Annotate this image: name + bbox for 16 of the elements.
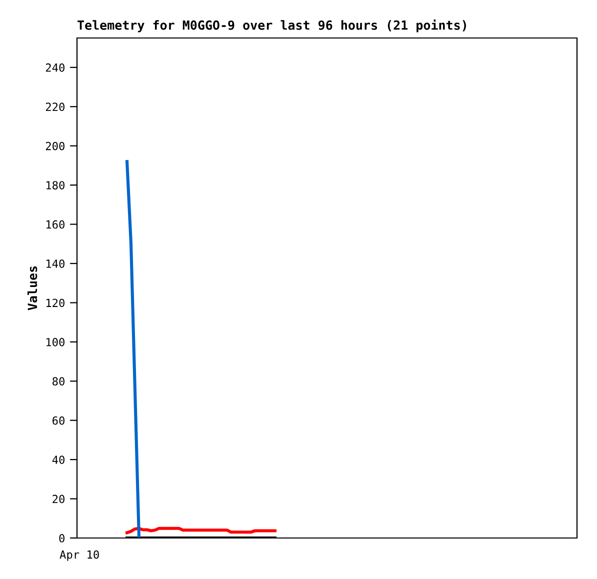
y-tick-label: 0	[59, 534, 64, 542]
text: Apr 10	[60, 550, 99, 561]
y-tick-label: 80	[52, 377, 64, 386]
y-tick-label: 180	[46, 181, 64, 190]
y-tick-label: 120	[46, 298, 64, 308]
y-tick-label: 220	[46, 102, 64, 112]
y-axis-title: Values	[27, 266, 38, 310]
y-tick-label: 240	[46, 63, 64, 72]
y-tick-label: 20	[52, 494, 64, 504]
y-tick-label: 160	[46, 220, 64, 229]
y-tick-label: 40	[52, 456, 64, 464]
y-tick-label: 200	[46, 142, 64, 150]
y-tick-label: 100	[46, 338, 64, 346]
chart-title: Telemetry for M0GGO-9 over last 96 hours (21 points)	[78, 20, 466, 32]
y-tick-label: 140	[46, 259, 64, 268]
y-tick-label: 60	[52, 416, 64, 425]
